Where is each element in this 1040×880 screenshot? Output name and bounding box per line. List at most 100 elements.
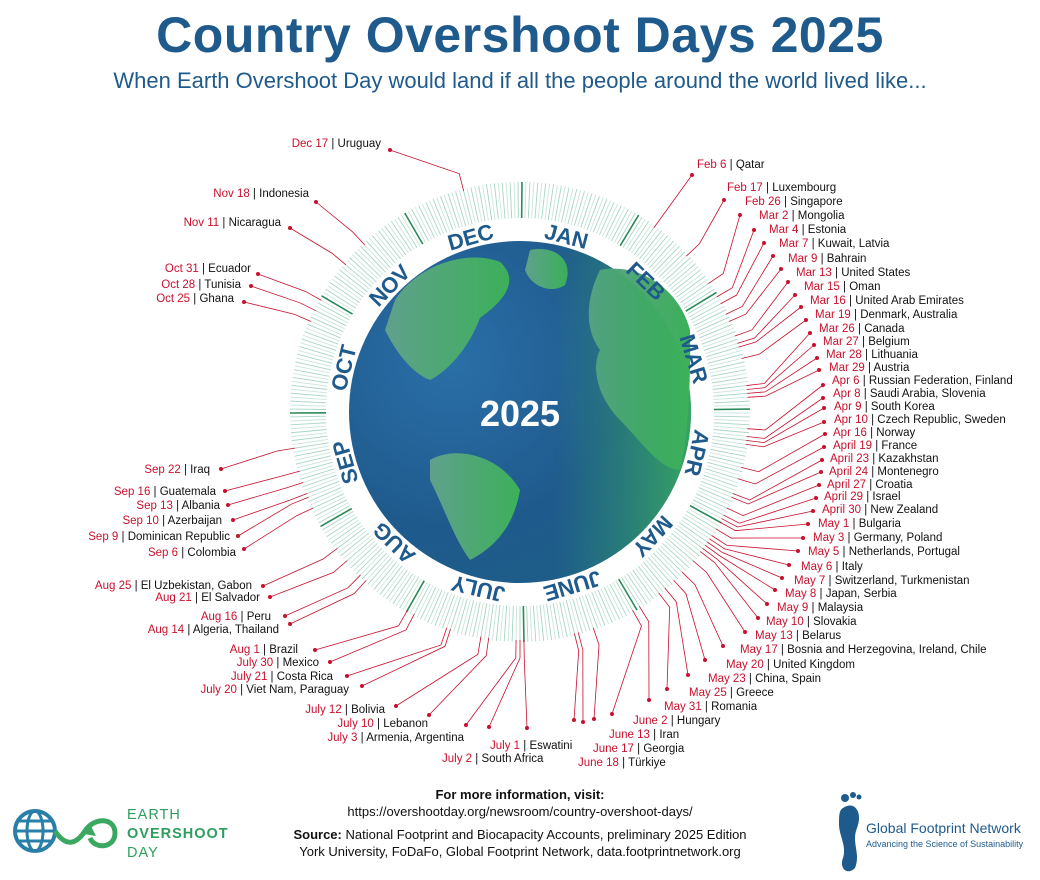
day-tick <box>358 550 385 577</box>
country-label: Sep 6 | Colombia <box>148 547 237 559</box>
country-label: May 31 | Romania <box>664 701 758 713</box>
country-label: Feb 6 | Qatar <box>697 159 765 171</box>
overshoot-date: June 2 <box>633 715 668 727</box>
day-tick <box>682 516 714 537</box>
leader-line <box>731 471 822 505</box>
eod-logo-line1: EARTH <box>127 807 181 823</box>
day-tick <box>313 309 347 327</box>
day-tick <box>340 532 369 557</box>
day-tick <box>710 369 747 377</box>
day-tick <box>507 605 511 642</box>
country-name: Bahrain <box>827 253 867 265</box>
country-name: Peru <box>247 611 271 623</box>
leader-line <box>638 606 650 701</box>
day-tick <box>685 291 717 312</box>
day-tick <box>713 404 750 407</box>
footer-info: For more information, visit: https://ove… <box>250 786 790 860</box>
day-tick <box>368 237 394 266</box>
day-tick <box>556 602 564 638</box>
more-info-link[interactable]: https://overshootday.org/newsroom/countr… <box>347 804 693 819</box>
day-tick <box>443 194 457 229</box>
leader-dot <box>223 489 227 493</box>
country-label: Aug 16 | Peru <box>201 611 271 623</box>
day-tick <box>295 455 332 465</box>
day-tick <box>375 232 399 262</box>
country-name: Brazil <box>269 644 298 656</box>
day-tick <box>295 361 331 371</box>
day-tick <box>390 221 412 252</box>
leader-dot <box>752 228 756 232</box>
country-name: Guatemala <box>160 486 217 498</box>
leader-dot <box>487 725 491 729</box>
country-label: May 25 | Greece <box>689 687 774 699</box>
leader-dot <box>812 343 816 347</box>
overshoot-date: May 6 <box>801 561 832 573</box>
day-tick <box>295 452 331 461</box>
day-tick <box>429 200 445 234</box>
leader-dot <box>261 584 265 588</box>
day-tick <box>565 600 576 636</box>
day-tick <box>522 605 525 642</box>
country-label: May 1 | Bulgaria <box>818 518 902 530</box>
day-tick <box>354 251 382 278</box>
country-label: Mar 2 | Mongolia <box>759 210 845 222</box>
day-tick <box>290 400 327 404</box>
country-name: Lithuania <box>871 349 918 361</box>
country-name: Tunisia <box>204 279 241 291</box>
day-tick <box>591 592 606 626</box>
day-tick <box>290 396 327 400</box>
day-tick <box>704 342 740 355</box>
country-label: Oct 31 | Ecuador <box>165 263 251 275</box>
separator: | <box>832 561 841 573</box>
day-tick <box>569 599 580 635</box>
day-tick <box>615 580 634 613</box>
overshoot-date: Mar 2 <box>759 210 788 222</box>
day-tick <box>361 552 388 580</box>
separator: | <box>178 547 187 559</box>
day-tick <box>701 331 736 345</box>
day-tick <box>436 197 451 232</box>
country-label: Aug 25 | El Uzbekistan, Gabon <box>95 580 252 592</box>
leader-line <box>465 639 517 726</box>
day-tick <box>687 295 719 315</box>
country-name: Armenia, Argentina <box>366 732 464 744</box>
country-name: Oman <box>849 281 880 293</box>
day-tick <box>646 237 672 266</box>
separator: | <box>131 580 140 592</box>
day-tick <box>656 248 683 275</box>
day-tick <box>303 334 338 348</box>
day-tick <box>447 193 460 228</box>
day-tick <box>710 448 746 457</box>
day-tick <box>575 597 587 633</box>
country-label: July 12 | Bolivia <box>305 704 385 716</box>
day-tick <box>294 448 330 457</box>
day-tick <box>589 197 604 232</box>
country-name: Eswatini <box>529 740 572 752</box>
day-tick <box>703 474 738 488</box>
separator: | <box>746 673 755 685</box>
leader-line <box>734 281 789 337</box>
overshoot-date: April 24 <box>829 466 869 478</box>
separator: | <box>840 281 849 293</box>
day-tick <box>420 586 437 620</box>
separator: | <box>868 466 877 478</box>
country-name: United Arab Emirates <box>855 295 964 307</box>
leader-line <box>715 528 804 539</box>
country-label: May 3 | Germany, Poland <box>813 532 942 544</box>
day-tick <box>606 585 624 618</box>
separator: | <box>817 253 826 265</box>
separator: | <box>219 217 228 229</box>
leader-dot <box>249 284 253 288</box>
day-tick <box>291 435 328 442</box>
day-tick <box>648 557 673 585</box>
overshoot-date: Mar 9 <box>788 253 817 265</box>
day-tick <box>693 309 727 327</box>
country-label: May 8 | Japan, Serbia <box>785 588 897 600</box>
separator: | <box>798 224 807 236</box>
day-tick <box>305 480 339 495</box>
overshoot-date: Mar 19 <box>815 309 851 321</box>
day-tick <box>290 419 327 422</box>
leader-dot <box>821 383 825 387</box>
day-tick <box>350 543 378 569</box>
day-tick <box>699 484 734 499</box>
